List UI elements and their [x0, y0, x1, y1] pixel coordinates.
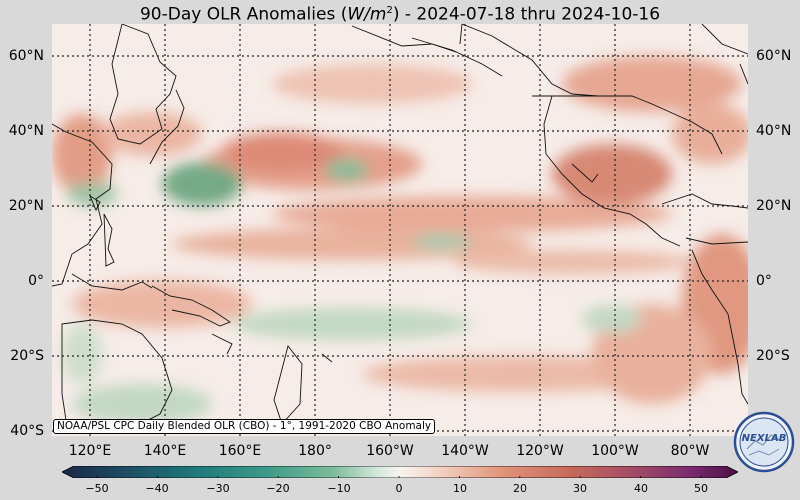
nexlab-logo: NEXLAB: [733, 411, 795, 473]
colorbar-tick-label: 10: [453, 482, 467, 495]
svg-text:NEXLAB: NEXLAB: [742, 433, 787, 444]
data-source-credit: NOAA/PSL CPC Daily Blended OLR (CBO) - 1…: [53, 419, 436, 434]
colorbar-tick-label: −40: [145, 482, 169, 495]
colorbar-tick-label: 20: [513, 482, 527, 495]
colorbar-tick-label: 30: [573, 482, 587, 495]
lat-label-left: 60°N: [8, 48, 44, 64]
colorbar-tick-label: −10: [327, 482, 351, 495]
lon-label: 120°E: [68, 443, 112, 459]
colorbar-gradient: [61, 465, 739, 479]
lon-label: 100°W: [591, 443, 639, 459]
lat-label-left: 20°S: [10, 348, 44, 364]
colorbar-tick-label: 50: [694, 482, 708, 495]
lon-label: 160°E: [218, 443, 262, 459]
colorbar-tick-label: −50: [85, 482, 109, 495]
lon-label: 120°W: [516, 443, 564, 459]
lat-label-right: 0°: [756, 273, 772, 289]
lon-label: 180°: [298, 443, 332, 459]
lat-label-right: 60°N: [756, 48, 792, 64]
lon-label: 140°W: [441, 443, 489, 459]
lon-label: 80°W: [670, 443, 710, 459]
lat-label-right: 40°N: [756, 123, 792, 139]
graticule: [52, 24, 748, 436]
olr-anomaly-map: [52, 24, 748, 436]
lat-label-right: 20°S: [756, 348, 790, 364]
colorbar-tick-label: −30: [206, 482, 230, 495]
lat-label-left: 40°S: [10, 423, 44, 439]
lon-label: 140°E: [143, 443, 187, 459]
anomaly-field: [52, 56, 748, 424]
lat-label-left: 0°: [28, 273, 44, 289]
colorbar-tick-marks: [96, 476, 702, 478]
lat-label-right: 20°N: [756, 198, 792, 214]
chart-title: 90-Day OLR Anomalies (W/m2) - 2024-07-18…: [139, 4, 661, 25]
colorbar-tick-label: 0: [395, 482, 403, 495]
lat-label-left: 40°N: [8, 123, 44, 139]
colorbar: [61, 463, 739, 479]
colorbar-tick-label: 40: [634, 482, 648, 495]
lon-label: 160°W: [366, 443, 414, 459]
colorbar-tick-label: −20: [266, 482, 290, 495]
lat-label-left: 20°N: [8, 198, 44, 214]
